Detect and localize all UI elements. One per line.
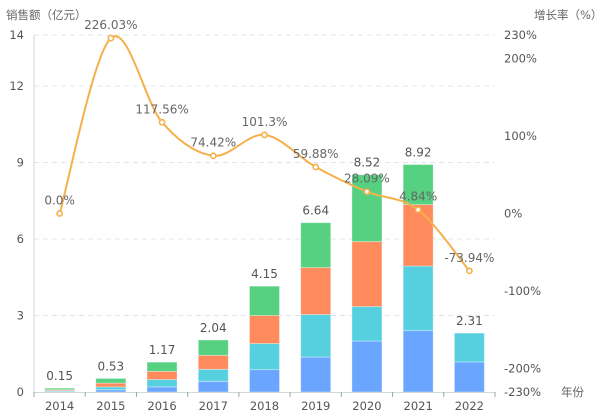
growth-point (312, 163, 320, 171)
growth-label: -73.94% (444, 251, 494, 265)
right-tick-label: 100% (504, 129, 537, 143)
growth-label: 101.3% (242, 115, 288, 129)
x-tick-label: 2017 (199, 399, 228, 413)
growth-label: 59.88% (293, 147, 339, 161)
bar-total-label: 0.53 (97, 359, 124, 373)
bar-segment-3 (197, 354, 229, 370)
bar-segment-1 (146, 386, 178, 393)
bar-segment-4 (249, 285, 280, 316)
growth-point (209, 152, 217, 160)
bar-total-label: 0.15 (46, 369, 73, 383)
bar-segment-2 (300, 313, 332, 358)
bar-segment-4 (95, 377, 127, 384)
bar-segment-4 (146, 361, 178, 372)
bar-segment-2 (44, 390, 76, 392)
left-tick-label: 6 (17, 232, 24, 246)
left-axis-title: 销售额（亿元） (6, 8, 87, 22)
bar-segment-2 (453, 332, 485, 363)
growth-point (107, 34, 115, 42)
bar-total-label: 4.15 (251, 267, 278, 281)
growth-label: 0.0% (44, 194, 75, 208)
left-tick-label: 0 (17, 385, 24, 399)
left-tick-label: 12 (9, 79, 24, 93)
bar-segment-2 (351, 306, 383, 342)
bar-segment-1 (351, 340, 383, 393)
bar-segment-3 (300, 267, 332, 315)
bar-segment-4 (197, 339, 229, 356)
growth-label: 226.03% (84, 18, 137, 32)
x-tick-label: 2018 (250, 399, 279, 413)
bar-segment-1 (300, 356, 332, 393)
growth-point (261, 131, 268, 139)
bar-segment-1 (453, 361, 485, 393)
bar-segment-4 (351, 174, 383, 243)
bar-total-label: 8.92 (405, 146, 432, 160)
bar-segment-4 (44, 387, 76, 391)
bar-segment-3 (351, 241, 383, 308)
growth-point (56, 210, 64, 217)
growth-label: 74.42% (190, 136, 236, 150)
bar-total-label: 2.31 (456, 314, 483, 328)
bar-segment-3 (146, 370, 178, 381)
right-axis-title: 增长率（%） (534, 8, 601, 22)
bar-segment-2 (402, 265, 434, 332)
bar-segment-1 (197, 380, 229, 393)
x-tick-label: 2019 (301, 399, 330, 413)
right-tick-label: 230% (504, 28, 537, 42)
bar-segment-2 (146, 379, 178, 388)
growth-point (158, 118, 166, 126)
growth-point (465, 267, 473, 275)
bar-total-label: 1.17 (149, 343, 176, 357)
axes: 0 3 6 9 12 14 -230% -200% -100% 0% 100% 200% 230% 201… (9, 28, 541, 413)
left-tick-label: 14 (9, 28, 24, 42)
right-tick-label: 200% (504, 51, 537, 65)
bar-segment-1 (249, 369, 280, 393)
bar-segment-2 (197, 368, 229, 382)
bar-segment-3 (402, 204, 434, 267)
bar-segment-3 (249, 315, 280, 345)
growth-label: 4.84% (399, 190, 437, 204)
right-tick-label: -230% (504, 385, 541, 399)
right-tick-label: 0% (504, 207, 522, 221)
growth-line (56, 34, 473, 275)
x-tick-label: 2015 (96, 399, 125, 413)
x-tick-label: 2014 (45, 399, 74, 413)
bar-segment-3 (95, 382, 127, 388)
bar-segment-2 (249, 343, 280, 371)
bar-segment-4 (300, 222, 332, 269)
bar-segment-1 (402, 330, 434, 393)
bar-total-label: 2.04 (200, 321, 227, 335)
bar-total-label: 6.64 (302, 204, 329, 218)
bar-segment-4 (402, 164, 434, 206)
x-tick-label: 2022 (455, 399, 484, 413)
left-tick-label: 9 (17, 156, 24, 170)
stacked-bars (44, 164, 485, 393)
right-tick-label: -200% (504, 362, 541, 376)
growth-point (414, 206, 422, 214)
x-tick-label: 2016 (147, 399, 176, 413)
data-labels: 0.15 0.53 1.17 2.04 4.15 6.64 8.52 8.92 2.31 0.0%… (44, 18, 494, 383)
x-tick-label: 2021 (404, 399, 433, 413)
growth-label: 28.09% (344, 172, 390, 186)
growth-point (363, 188, 371, 196)
right-tick-label: -100% (504, 284, 541, 298)
left-tick-label: 3 (17, 309, 24, 323)
bar-total-label: 8.52 (354, 156, 381, 170)
x-axis-title: 年份 (561, 385, 584, 399)
x-tick-label: 2020 (352, 399, 381, 413)
growth-label: 117.56% (135, 102, 188, 116)
